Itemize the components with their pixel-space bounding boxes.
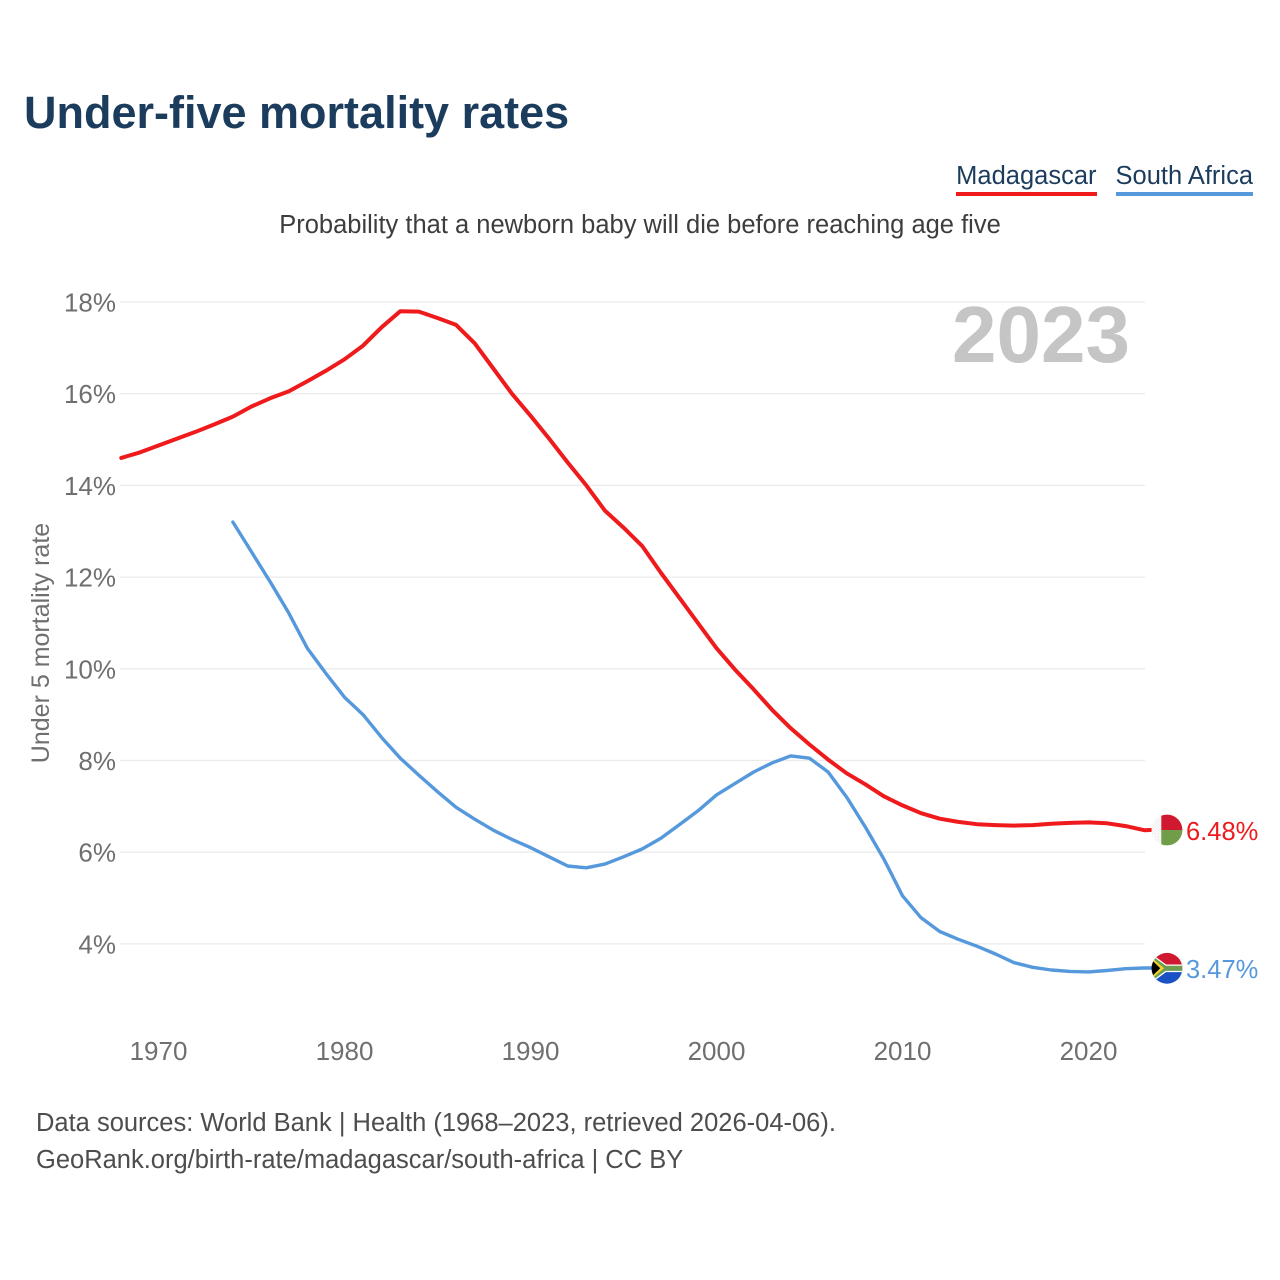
svg-text:8%: 8%	[78, 746, 116, 776]
svg-text:6.48%: 6.48%	[1186, 818, 1258, 846]
svg-text:18%: 18%	[64, 288, 116, 318]
svg-text:16%: 16%	[64, 379, 116, 409]
svg-text:1990: 1990	[502, 1036, 560, 1066]
svg-text:4%: 4%	[78, 929, 116, 959]
svg-text:2010: 2010	[874, 1036, 932, 1066]
svg-text:1970: 1970	[130, 1036, 188, 1066]
svg-text:2000: 2000	[688, 1036, 746, 1066]
svg-text:6%: 6%	[78, 838, 116, 868]
svg-text:1980: 1980	[316, 1036, 374, 1066]
svg-text:2020: 2020	[1060, 1036, 1118, 1066]
svg-text:3.47%: 3.47%	[1186, 956, 1258, 984]
svg-text:Under 5 mortality rate: Under 5 mortality rate	[27, 523, 55, 763]
svg-text:12%: 12%	[64, 563, 116, 593]
svg-text:2023: 2023	[952, 290, 1130, 379]
svg-text:10%: 10%	[64, 654, 116, 684]
svg-text:14%: 14%	[64, 471, 116, 501]
